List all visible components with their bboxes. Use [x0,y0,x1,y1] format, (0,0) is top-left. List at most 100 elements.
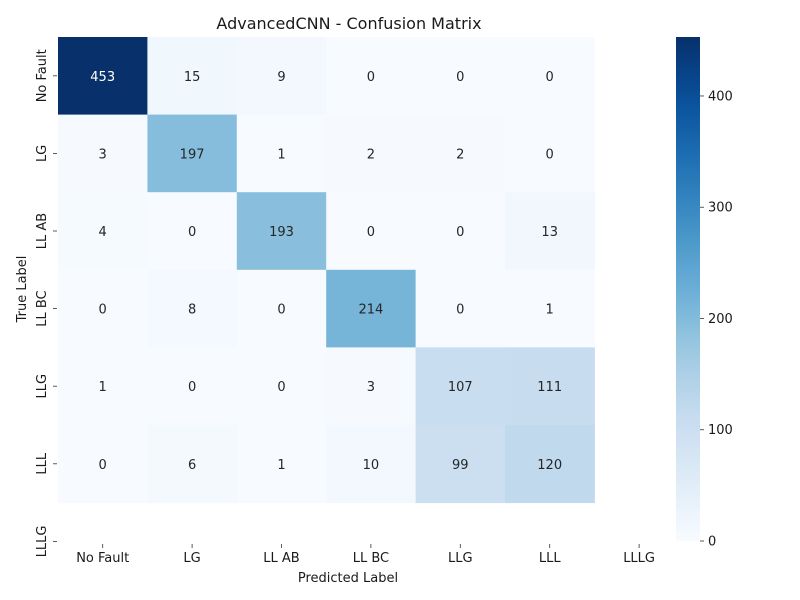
heatmap-cell [236,37,327,116]
y-tick-label: LL BC [35,290,50,326]
heatmap-cell [326,37,417,116]
x-tick-label: LL AB [263,551,299,566]
y-tick-label: LLL [35,452,50,474]
heatmap-cell [236,425,327,504]
cell-value-label: 0 [367,70,375,85]
cell-value-label: 3 [99,147,107,162]
cell-value-label: 111 [537,380,562,395]
heatmap-cell [236,269,327,348]
cell-value-label: 10 [363,458,380,473]
cell-value-label: 0 [546,70,554,85]
colorbar-tick-label: 300 [708,201,733,216]
x-tick-label: No Fault [76,551,129,566]
cell-value-label: 120 [537,458,562,473]
chart-title: AdvancedCNN - Confusion Matrix [216,14,481,33]
heatmap-cell [415,37,506,116]
heatmap-cell [147,114,238,193]
colorbar-tick-label: 100 [708,423,733,438]
cell-value-label: 453 [90,70,115,85]
cell-value-label: 6 [188,458,196,473]
heatmap-cells: 453 15 9 0 0 03 197 1 2 2 04 0 193 0 0 130 8 0 214 0 11 0 0 3 10… [58,37,595,504]
heatmap-cell [58,425,148,504]
heatmap-cell [415,425,506,504]
x-tick-label: LLG [448,551,473,566]
x-tick-label: LLLG [623,551,655,566]
cell-value-label: 193 [269,225,294,240]
cell-value-label: 214 [358,303,383,318]
heatmap-cell [147,37,238,116]
heatmap-cell [505,192,595,271]
cell-value-label: 9 [277,70,285,85]
heatmap-cell [147,192,238,271]
x-tick-label: LG [183,551,200,566]
heatmap-cell [505,269,595,348]
y-tick-label: LLLG [35,525,50,557]
heatmap-cell [326,114,417,193]
colorbar-tick-label: 400 [708,89,733,104]
heatmap-cell [415,347,506,426]
y-tick-label: LL AB [35,213,50,249]
heatmap-cell [505,425,595,504]
cell-value-label: 0 [277,380,285,395]
cell-value-label: 8 [188,303,196,318]
heatmap-cell [505,114,595,193]
heatmap-cell [58,114,148,193]
cell-value-label: 4 [99,225,107,240]
cell-value-label: 0 [456,70,464,85]
cell-value-label: 0 [99,458,107,473]
heatmap-cell [147,269,238,348]
cell-value-label: 3 [367,380,375,395]
heatmap-cell [147,347,238,426]
cell-value-label: 13 [541,225,558,240]
colorbar-tick-label: 0 [708,535,716,550]
cell-value-label: 15 [184,70,201,85]
cell-value-label: 99 [452,458,469,473]
heatmap-cell [326,269,417,348]
cell-value-label: 0 [546,147,554,162]
heatmap-cell [58,192,148,271]
colorbar-gradient [676,37,700,541]
cell-value-label: 1 [277,147,285,162]
cell-value-label: 1 [546,303,554,318]
heatmap-cell [58,347,148,426]
cell-value-label: 0 [99,303,107,318]
x-tick-labels: No Fault LG LL AB LL BC LLG LLL LLLG [76,544,655,566]
heatmap-cell [415,114,506,193]
heatmap-cell [326,425,417,504]
heatmap-cell [415,192,506,271]
heatmap-cell [505,37,595,116]
heatmap-cell [415,269,506,348]
cell-value-label: 0 [367,225,375,240]
heatmap-cell [236,347,327,426]
cell-value-label: 0 [456,225,464,240]
colorbar: 0 100 200 300 400 [676,37,733,550]
y-tick-labels: No Fault LG LL AB LL BC LLG LLL LLLG [35,49,57,557]
x-tick-label: LL BC [353,551,389,566]
heatmap-cell [326,347,417,426]
heatmap-cell [236,114,327,193]
cell-value-label: 0 [188,380,196,395]
cell-value-label: 0 [456,303,464,318]
heatmap-cell [505,347,595,426]
cell-value-label: 0 [188,225,196,240]
y-axis-label: True Label [15,256,30,324]
cell-value-label: 1 [99,380,107,395]
heatmap-cell [236,192,327,271]
cell-value-label: 107 [448,380,473,395]
cell-value-label: 197 [180,147,205,162]
x-axis-label: Predicted Label [298,571,398,586]
heatmap-cell [326,192,417,271]
cell-value-label: 2 [367,147,375,162]
colorbar-tick-label: 200 [708,312,733,327]
heatmap-cell [147,425,238,504]
cell-value-label: 2 [456,147,464,162]
y-tick-label: LG [35,145,50,162]
y-tick-label: No Fault [35,49,50,102]
heatmap-cell [58,37,148,116]
heatmap-cell [58,269,148,348]
x-tick-label: LLL [539,551,561,566]
cell-value-label: 0 [277,303,285,318]
cell-value-label: 1 [277,458,285,473]
y-tick-label: LLG [35,374,50,399]
